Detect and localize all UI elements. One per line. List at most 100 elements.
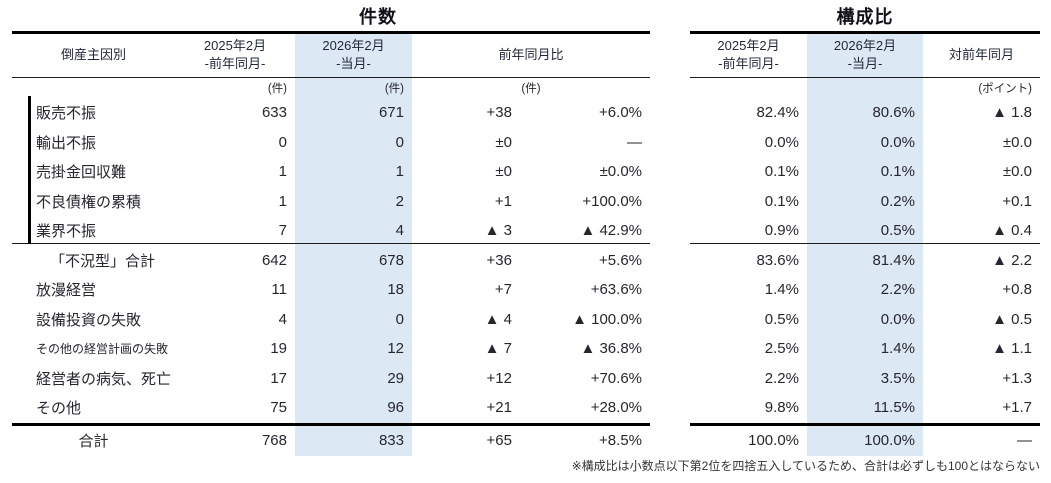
cases-diff-value: ▲ 7 [484,340,512,358]
column-header-cause: 倒産主因別 [60,47,126,63]
share-2025-value: 0.0% [764,133,799,151]
cases-2026-value: 2 [395,192,404,210]
cause-label: 売掛金回収難 [36,164,127,182]
cases-diff-value: +38 [486,104,512,122]
cases-pct-value: ▲ 36.8% [580,340,642,358]
cases-diff-value: +12 [486,369,512,387]
cases-total-row: 合計 768 833 +65 +8.5% [12,426,650,456]
cases-diff-value: +1 [494,192,512,210]
cases-units-row: (件) (件) (件) [12,79,650,97]
share-2026-value: 0.2% [880,192,915,210]
table-row: 0.9% 0.5% ▲ 0.4 [690,216,1040,246]
share-2025-value: 2.5% [764,340,799,358]
share-2025-value: 1.4% [764,281,799,299]
current-month-highlight-band [807,33,923,456]
table-row: その他の経営計画の失敗 19 12 ▲ 7 ▲ 36.8% [12,334,650,364]
share-total-row: 100.0% 100.0% — [690,426,1040,456]
total-label: 合計 [78,433,109,450]
cases-pct-value: +70.6% [590,369,642,387]
cause-label: その他 [36,400,82,418]
column-header-yoy: 対前年同月 [948,47,1014,63]
divider [690,77,1040,79]
rounding-footnote: ※構成比は小数点以下第2位を四捨五入しているため、合計は必ずしも100とはならな… [571,459,1040,473]
cases-table: 件数 倒産主因別 2025年2月 -前年同月- 2026年2月 -当月- 前年同… [12,0,650,470]
table-row: 販売不振 633 671 +38 +6.0% [12,98,650,128]
cases-2026-value: 0 [395,310,404,328]
cases-pct-value: — [627,133,642,151]
share-diff-value: ▲ 0.4 [992,222,1032,240]
cases-diff-value: +21 [486,399,512,417]
cases-2025-value: 1 [278,163,287,181]
unit-label: (件) [521,83,541,95]
share-2025-value: 83.6% [756,251,799,269]
cases-2025-value: 19 [270,340,287,358]
table-row: 「不況型」合計 642 678 +36 +5.6% [12,246,650,276]
cases-2026-value: 1 [395,163,404,181]
cases-2025-value: 4 [278,310,287,328]
cases-diff-value: ±0 [495,163,512,181]
cases-2026-value: 671 [378,104,404,122]
cases-2025-value: 75 [270,399,287,417]
cases-2026-value: 29 [387,369,404,387]
cases-2026-value: 12 [387,340,404,358]
cases-pct-value: +63.6% [590,281,642,299]
table-row: 売掛金回収難 1 1 ±0 ±0.0% [12,157,650,187]
share-2025-value: 0.9% [764,222,799,240]
share-diff-value: ±0.0 [1002,133,1032,151]
table-row: 0.5% 0.0% ▲ 0.5 [690,305,1040,335]
column-header-yoy: 前年同月比 [498,47,564,63]
table-row: 経営者の病気、死亡 17 29 +12 +70.6% [12,364,650,394]
share-2026-value: 11.5% [873,399,915,417]
share-diff-total: — [1017,432,1032,449]
cases-header-row: 倒産主因別 2025年2月 -前年同月- 2026年2月 -当月- 前年同月比 [12,33,650,77]
share-diff-value: ±0.0 [1002,163,1032,181]
divider [12,423,650,426]
cases-pct-total: +8.5% [599,432,642,449]
table-row: 0.1% 0.1% ±0.0 [690,157,1040,187]
cases-2025-value: 1 [278,192,287,210]
share-units-row: (ポイント) [690,79,1040,97]
share-2026-value: 1.4% [880,340,915,358]
share-2025-total: 100.0% [748,432,799,449]
table-row: 0.0% 0.0% ±0.0 [690,128,1040,158]
table-row: 輸出不振 0 0 ±0 — [12,128,650,158]
share-diff-value: ▲ 2.2 [992,251,1032,269]
column-header-2025: 2025年2月 -前年同月- [203,38,267,71]
column-header-2025: 2025年2月 -前年同月- [717,38,780,71]
share-2026-value: 0.5% [880,222,915,240]
cases-pct-value: +100.0% [582,192,642,210]
cases-2026-value: 0 [395,133,404,151]
table-row: 1.4% 2.2% +0.8 [690,275,1040,305]
cases-diff-value: ±0 [495,133,512,151]
cases-2026-value: 678 [378,251,404,269]
cases-pct-value: ±0.0% [599,163,642,181]
cases-pct-value: ▲ 42.9% [580,222,642,240]
cause-label: 不良債権の累積 [36,193,142,211]
table-row: 83.6% 81.4% ▲ 2.2 [690,246,1040,276]
cases-2026-value: 4 [395,222,404,240]
share-diff-value: ▲ 1.1 [992,340,1032,358]
cases-2026-total: 833 [378,432,404,449]
divider [690,243,1040,245]
unit-label: (件) [384,83,404,95]
share-2026-value: 0.1% [880,163,915,181]
cases-2025-value: 11 [271,281,287,299]
table-row: 2.2% 3.5% +1.3 [690,364,1040,394]
cause-label: 「不況型」合計 [50,252,156,270]
share-2026-value: 2.2% [880,281,915,299]
cases-2025-value: 7 [278,222,287,240]
cases-data-rows: 販売不振 633 671 +38 +6.0% 輸出不振 0 0 ±0 — 売掛金… [12,98,650,423]
cases-2025-value: 642 [261,251,287,269]
cause-label: 業界不振 [36,223,97,241]
cases-2025-value: 633 [261,104,287,122]
cause-label: 設備投資の失敗 [36,311,142,329]
share-diff-value: +0.8 [1002,281,1032,299]
table-row: 9.8% 11.5% +1.7 [690,393,1040,423]
cases-pct-value: +5.6% [599,251,642,269]
share-2026-total: 100.0% [864,432,915,449]
share-diff-value: +1.3 [1002,369,1032,387]
current-month-highlight-band [295,33,412,456]
cases-2025-value: 17 [270,369,287,387]
share-table: 構成比 2025年2月 -前年同月- 2026年2月 -当月- 対前年同月 (ポ… [690,0,1040,470]
